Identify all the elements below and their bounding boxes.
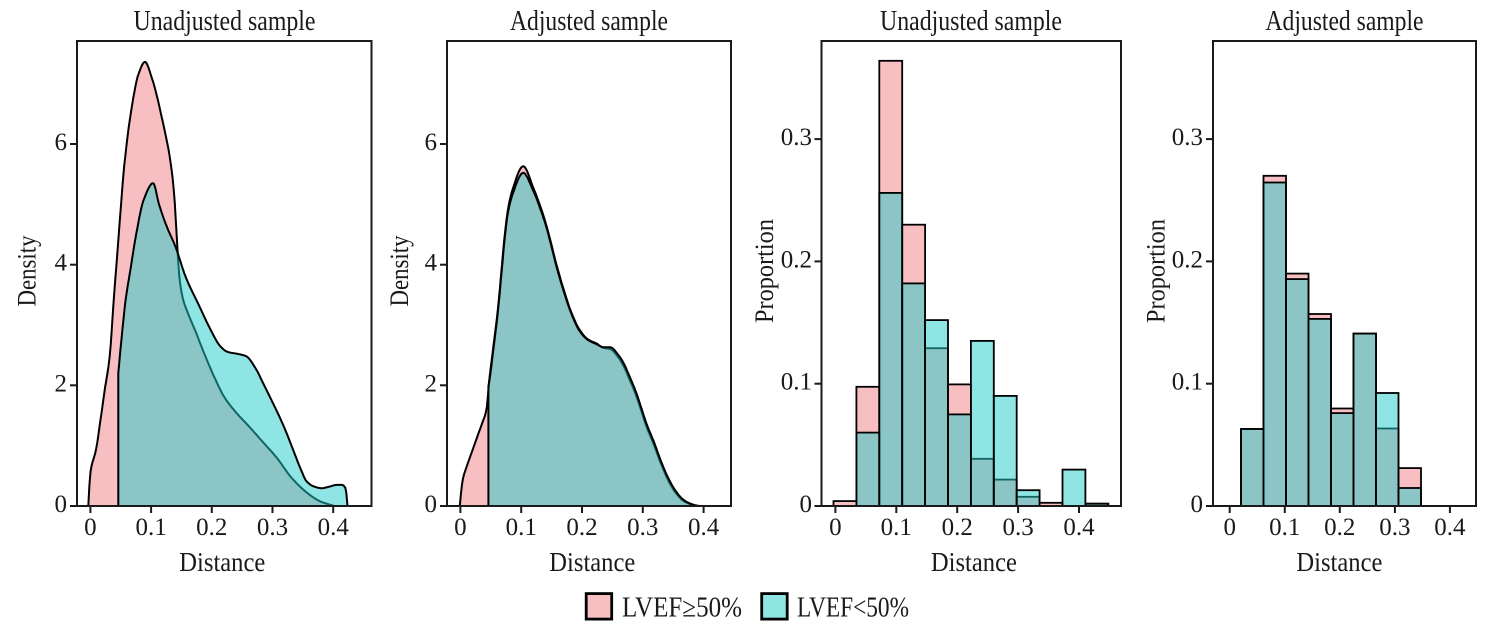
svg-text:0: 0 (55, 491, 68, 518)
svg-text:0: 0 (829, 514, 842, 541)
svg-text:0.1: 0.1 (506, 514, 537, 541)
svg-text:Proportion: Proportion (750, 219, 779, 323)
svg-text:0.2: 0.2 (1172, 246, 1203, 273)
svg-text:0: 0 (454, 514, 467, 541)
svg-text:Density: Density (385, 236, 414, 307)
svg-text:Adjusted sample: Adjusted sample (1266, 6, 1424, 37)
svg-text:Distance: Distance (549, 547, 635, 577)
svg-text:0.4: 0.4 (688, 514, 720, 541)
svg-text:Distance: Distance (931, 547, 1017, 577)
svg-text:4: 4 (425, 250, 438, 277)
svg-text:Unadjusted sample: Unadjusted sample (880, 6, 1062, 37)
svg-text:2: 2 (425, 370, 438, 397)
svg-text:4: 4 (55, 250, 68, 277)
svg-text:0.1: 0.1 (881, 514, 912, 541)
svg-text:0.2: 0.2 (196, 514, 227, 541)
svg-text:0.2: 0.2 (942, 514, 973, 541)
svg-text:0.2: 0.2 (781, 246, 812, 273)
svg-text:0.3: 0.3 (781, 124, 812, 151)
svg-text:0: 0 (84, 514, 97, 541)
svg-text:0.3: 0.3 (1379, 514, 1410, 541)
svg-text:Adjusted sample: Adjusted sample (510, 6, 668, 37)
svg-text:0: 0 (800, 491, 813, 518)
svg-text:0.3: 0.3 (1172, 124, 1203, 151)
svg-text:6: 6 (425, 129, 438, 156)
svg-text:Proportion: Proportion (1142, 219, 1171, 323)
svg-text:0.2: 0.2 (1324, 514, 1355, 541)
svg-text:2: 2 (55, 370, 68, 397)
svg-text:LVEF≥50%: LVEF≥50% (622, 593, 742, 624)
svg-text:Unadjusted sample: Unadjusted sample (134, 6, 316, 37)
svg-text:0.3: 0.3 (257, 514, 288, 541)
svg-text:0.4: 0.4 (1063, 514, 1095, 541)
svg-text:0.1: 0.1 (781, 369, 812, 396)
svg-text:0.4: 0.4 (318, 514, 350, 541)
svg-text:6: 6 (55, 129, 68, 156)
svg-text:0.1: 0.1 (1269, 514, 1300, 541)
svg-text:Density: Density (13, 236, 42, 307)
svg-text:0: 0 (1191, 491, 1204, 518)
svg-text:Distance: Distance (1296, 547, 1382, 577)
svg-text:0.3: 0.3 (627, 514, 658, 541)
svg-text:0: 0 (425, 491, 438, 518)
svg-text:0.4: 0.4 (1434, 514, 1466, 541)
svg-text:0.2: 0.2 (566, 514, 597, 541)
svg-text:0: 0 (1223, 514, 1236, 541)
svg-text:0.1: 0.1 (1172, 369, 1203, 396)
svg-text:Distance: Distance (179, 547, 265, 577)
svg-text:0.3: 0.3 (1002, 514, 1033, 541)
svg-text:0.1: 0.1 (135, 514, 166, 541)
svg-text:LVEF<50%: LVEF<50% (797, 593, 909, 624)
